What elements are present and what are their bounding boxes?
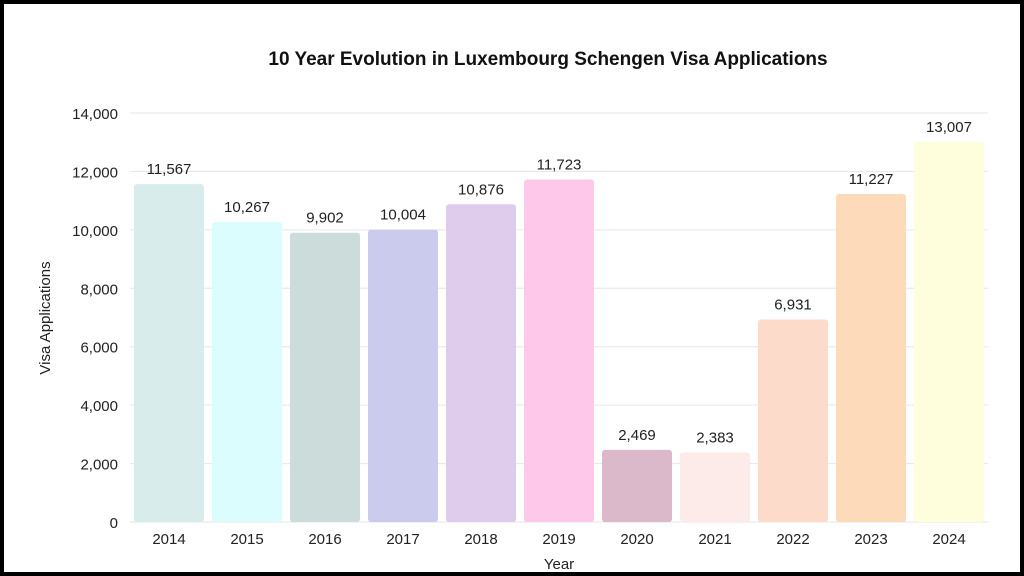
bar-2018	[446, 204, 516, 522]
bar-2021	[680, 452, 750, 522]
data-label: 9,902	[306, 210, 344, 227]
bar-2017	[368, 229, 438, 522]
chart-title: 10 Year Evolution in Luxembourg Schengen…	[268, 49, 827, 70]
x-tick-label: 2022	[776, 531, 809, 548]
data-label: 11,227	[849, 171, 894, 188]
data-label: 6,931	[774, 297, 812, 314]
x-tick-label: 2020	[620, 531, 653, 548]
data-label: 10,876	[458, 181, 504, 198]
bar-2023	[836, 194, 906, 522]
x-axis-label: Year	[544, 556, 574, 573]
x-tick-label: 2021	[698, 531, 731, 548]
y-tick-label: 12,000	[72, 164, 118, 181]
bar-2020	[602, 449, 672, 522]
x-tick-label: 2017	[386, 531, 419, 548]
data-label: 10,004	[380, 207, 426, 224]
data-label: 11,723	[537, 157, 582, 174]
bar-2014	[134, 184, 204, 522]
y-tick-label: 0	[110, 515, 118, 532]
bar-2022	[758, 319, 828, 522]
bar-2024	[914, 142, 984, 523]
data-label: 2,383	[696, 429, 734, 446]
data-label: 2,469	[618, 427, 656, 444]
y-tick-label: 2,000	[80, 457, 118, 474]
y-tick-label: 6,000	[80, 340, 118, 357]
y-tick-label: 4,000	[80, 398, 118, 415]
data-label: 10,267	[224, 199, 270, 216]
y-axis-label: Visa Applications	[37, 261, 54, 374]
x-tick-label: 2014	[152, 531, 185, 548]
y-tick-label: 10,000	[72, 223, 118, 240]
y-tick-label: 14,000	[72, 106, 118, 123]
x-tick-label: 2023	[854, 531, 887, 548]
x-tick-label: 2016	[308, 531, 341, 548]
data-label: 13,007	[926, 119, 972, 136]
x-tick-label: 2019	[542, 531, 575, 548]
x-tick-label: 2018	[464, 531, 497, 548]
data-label: 11,567	[147, 161, 192, 178]
bar-2019	[524, 179, 594, 522]
y-tick-label: 8,000	[80, 281, 118, 298]
x-tick-label: 2024	[932, 531, 965, 548]
bar-2016	[290, 232, 360, 522]
bar-2015	[212, 222, 282, 522]
x-tick-label: 2015	[230, 531, 263, 548]
